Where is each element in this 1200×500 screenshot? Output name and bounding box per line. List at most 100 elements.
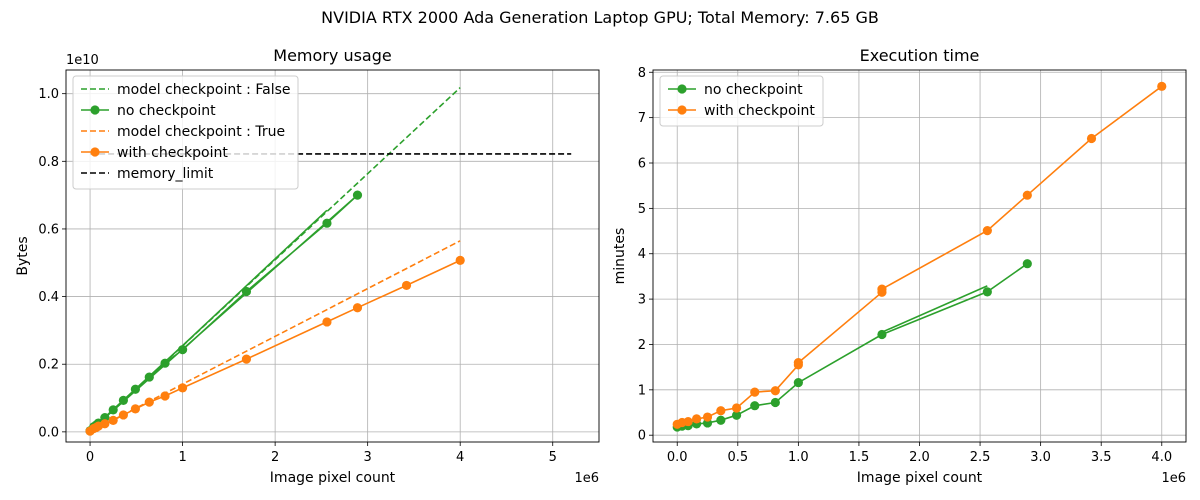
- time-data-point: [1086, 133, 1097, 144]
- memory-x-tick-label: 3: [364, 450, 372, 465]
- legend-marker: [90, 147, 100, 157]
- time-data-point: [692, 414, 702, 424]
- time-x-tick-label: 1.5: [849, 450, 870, 465]
- memory-data-point: [322, 317, 332, 327]
- time-y-tick-label: 3: [638, 293, 646, 308]
- memory-data-point: [144, 397, 154, 407]
- memory-axes-frame: [65, 69, 600, 443]
- time-data-point: [793, 377, 803, 388]
- time-y-tick-label: 7: [638, 111, 646, 126]
- time-x-axis-label: Image pixel count: [857, 470, 983, 486]
- time-data-point: [1157, 81, 1167, 91]
- legend-label: no checkpoint: [704, 82, 803, 98]
- memory-series-line: [89, 194, 359, 432]
- time-data-point: [877, 284, 887, 294]
- time-data-point: [877, 329, 887, 340]
- legend-label: model checkpoint : False: [117, 82, 291, 98]
- time-x-tick-label: 1.0: [788, 450, 809, 465]
- time-plot-area: 0.0 0.5 1.0 1.5 2.0 2.5 3.0 3.5 4.0 0 1 2 3 4 5 6 7 8: [638, 66, 1186, 465]
- memory-data-point: [160, 358, 170, 368]
- time-data-point: [793, 358, 803, 368]
- memory-x-axis-label: Image pixel count: [270, 470, 396, 486]
- memory-series-model-checkpoint-true: [89, 240, 461, 433]
- legend-label: no checkpoint: [117, 103, 216, 119]
- memory-data-point: [130, 384, 141, 394]
- time-data-point: [770, 397, 780, 408]
- time-series-line: [677, 263, 1028, 428]
- memory-data-point: [100, 419, 110, 429]
- memory-data-point: [108, 405, 118, 415]
- time-y-tick-label: 1: [638, 383, 646, 398]
- time-data-point: [716, 415, 726, 425]
- time-y-tick-label: 5: [638, 202, 646, 217]
- legend-label: with checkpoint: [117, 145, 228, 161]
- time-series-with-checkpoint: [672, 81, 1167, 429]
- time-data-point: [731, 403, 742, 413]
- figure-title: NVIDIA RTX 2000 Ada Generation Laptop GP…: [321, 8, 879, 27]
- memory-y-tick-label: 0.6: [38, 222, 59, 237]
- memory-x-tick-label: 5: [549, 450, 557, 465]
- memory-data-point: [352, 303, 363, 313]
- time-x-tick-label: 3.0: [1030, 450, 1051, 465]
- time-data-point: [683, 416, 693, 427]
- memory-legend: model checkpoint : False no checkpoint mod…: [72, 75, 299, 190]
- legend-marker: [677, 105, 687, 115]
- memory-y-tick-label: 0.4: [38, 290, 59, 305]
- legend-label: model checkpoint : True: [117, 124, 285, 140]
- time-data-point: [982, 287, 992, 297]
- time-data-point: [716, 406, 726, 416]
- legend-label: with checkpoint: [704, 103, 815, 119]
- time-data-point: [750, 387, 760, 397]
- time-legend: no checkpoint with checkpoint: [659, 75, 824, 127]
- memory-y-tick-label: 0.2: [38, 358, 59, 373]
- time-data-point: [750, 401, 760, 411]
- memory-data-point: [160, 391, 170, 401]
- memory-usage-title: Memory usage: [273, 46, 391, 65]
- time-y-tick-label: 2: [638, 338, 646, 353]
- memory-x-tick-label: 4: [456, 450, 464, 465]
- time-x-tick-label: 3.5: [1091, 450, 1112, 465]
- legend-item: model checkpoint : False: [81, 82, 291, 98]
- time-x-tick-label: 0.5: [727, 450, 748, 465]
- time-x-tick-label: 4.0: [1151, 450, 1172, 465]
- memory-x-tick-label: 0: [86, 450, 94, 465]
- legend-marker: [677, 84, 687, 94]
- time-y-tick-label: 0: [638, 429, 646, 444]
- time-data-point: [1022, 190, 1032, 200]
- memory-data-point: [352, 190, 363, 200]
- memory-data-point: [130, 404, 141, 414]
- memory-x-offset-label: 1e6: [574, 471, 599, 486]
- memory-series-no-checkpoint: [85, 190, 363, 436]
- time-y-tick-label: 8: [638, 66, 646, 81]
- memory-y-tick-label: 1.0: [38, 87, 59, 102]
- memory-data-point: [455, 255, 465, 265]
- legend-item: no checkpoint: [81, 103, 216, 119]
- time-x-tick-label: 2.0: [909, 450, 930, 465]
- memory-y-offset-label: 1e10: [66, 53, 99, 68]
- execution-time-title: Execution time: [860, 46, 980, 65]
- time-data-point: [702, 412, 713, 422]
- time-series-no-checkpoint: [672, 259, 1032, 432]
- memory-data-point: [241, 286, 252, 297]
- time-y-axis-label: minutes: [612, 228, 628, 285]
- time-y-tick-label: 6: [638, 157, 646, 172]
- time-x-tick-label: 2.5: [970, 450, 991, 465]
- memory-data-point: [108, 415, 118, 425]
- memory-data-point: [241, 354, 252, 364]
- memory-data-point: [144, 372, 154, 382]
- time-x-tick-label: 0.0: [667, 450, 688, 465]
- time-x-offset-label: 1e6: [1161, 471, 1186, 486]
- time-series-segment: [881, 285, 988, 333]
- memory-data-point: [118, 410, 128, 420]
- memory-data-point: [118, 395, 128, 406]
- legend-item: memory_limit: [81, 166, 214, 182]
- execution-time-panel: 0.0 0.5 1.0 1.5 2.0 2.5 3.0 3.5 4.0 0 1 2 3 4 5 6 7 8 Exe…: [612, 46, 1187, 486]
- legend-label: memory_limit: [117, 166, 214, 182]
- time-legend-box: [659, 75, 824, 127]
- legend-item: no checkpoint: [668, 82, 803, 98]
- memory-y-tick-label: 0.8: [38, 155, 59, 170]
- memory-y-axis-label: Bytes: [15, 236, 31, 275]
- time-data-point: [1022, 259, 1032, 269]
- memory-data-point: [177, 345, 188, 355]
